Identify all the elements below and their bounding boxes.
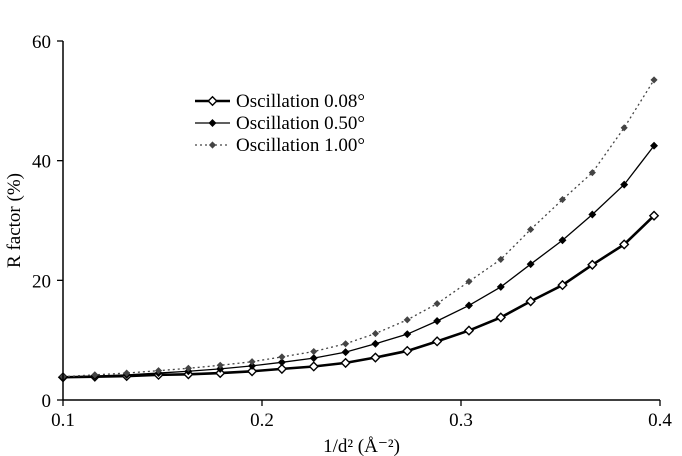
data-point — [558, 236, 567, 245]
data-point — [431, 336, 443, 347]
data-point — [246, 366, 258, 377]
data-point — [588, 169, 596, 177]
data-point — [216, 361, 224, 369]
data-point — [618, 239, 630, 250]
y-axis-title: R factor (%) — [4, 173, 25, 268]
data-point — [558, 195, 567, 204]
data-point — [465, 277, 473, 286]
data-point — [525, 296, 536, 307]
data-point — [309, 354, 318, 363]
data-point — [184, 364, 192, 372]
x-tick-label: 0.2 — [250, 410, 274, 431]
legend-swatch-marker — [208, 141, 217, 149]
data-point — [308, 361, 319, 372]
data-point — [403, 330, 412, 339]
data-point — [620, 124, 628, 132]
data-point — [216, 364, 225, 373]
data-point — [588, 210, 597, 219]
legend-item: Oscillation 0.08° — [195, 91, 365, 112]
series-2 — [59, 141, 658, 382]
y-tick-label: 60 — [32, 32, 51, 53]
data-point — [342, 340, 350, 348]
x-tick-label: 0.1 — [51, 410, 75, 431]
legend-label: Oscillation 1.00° — [236, 135, 365, 156]
legend-label: Oscillation 0.50° — [236, 113, 365, 134]
data-point — [587, 259, 598, 270]
data-point — [650, 76, 658, 84]
data-point — [463, 325, 475, 336]
legend: Oscillation 0.08°Oscillation 0.50°Oscill… — [195, 91, 365, 156]
data-point — [276, 363, 288, 375]
data-point — [123, 369, 131, 377]
legend-label: Oscillation 0.08° — [236, 91, 365, 112]
data-point — [277, 358, 286, 367]
data-point — [433, 300, 441, 308]
legend-swatch-marker — [207, 95, 218, 107]
data-point — [526, 260, 535, 269]
series-line — [62, 145, 655, 378]
data-point — [371, 330, 379, 338]
data-point — [403, 316, 411, 324]
data-point — [464, 301, 473, 310]
y-tick-label: 0 — [42, 391, 52, 412]
data-point — [557, 279, 568, 291]
data-point — [371, 339, 380, 348]
x-tick-label: 0.4 — [648, 410, 672, 431]
data-point — [310, 347, 318, 356]
data-point — [370, 352, 381, 363]
data-point — [248, 361, 257, 370]
data-point — [248, 358, 256, 366]
data-point — [154, 367, 163, 375]
data-point — [278, 353, 286, 361]
series-3 — [59, 76, 658, 381]
x-tick-label: 0.3 — [449, 410, 473, 431]
data-point — [496, 282, 505, 291]
x-axis-ticks: 0.1 0.2 0.3 0.4 — [51, 400, 672, 431]
x-axis-title: 1/d² (Å⁻²) — [323, 436, 400, 456]
data-point — [215, 367, 226, 379]
legend-swatch-marker — [208, 119, 217, 127]
y-tick-label: 40 — [32, 152, 51, 173]
data-point — [340, 357, 351, 369]
plot-area — [57, 76, 660, 383]
legend-item: Oscillation 1.00° — [195, 135, 365, 156]
data-point — [650, 141, 658, 150]
y-axis-ticks: 0 20 40 60 — [32, 32, 63, 412]
series-1 — [57, 210, 660, 383]
data-point — [497, 255, 505, 263]
data-point — [433, 317, 442, 325]
axes: 0.1 0.2 0.3 0.4 0 20 40 60 — [32, 32, 672, 431]
data-point — [620, 180, 629, 189]
data-point — [341, 348, 350, 357]
data-point — [495, 312, 506, 323]
y-tick-label: 20 — [32, 271, 51, 292]
data-point — [402, 345, 413, 357]
data-point — [91, 371, 99, 379]
series-line — [62, 79, 655, 378]
data-point — [527, 225, 535, 234]
data-point — [648, 210, 660, 221]
legend-item: Oscillation 0.50° — [195, 113, 365, 134]
